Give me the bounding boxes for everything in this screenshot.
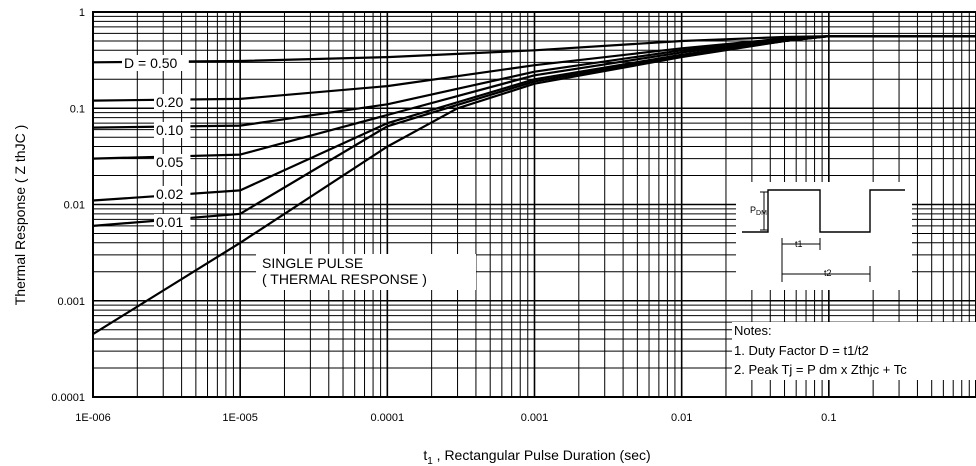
curve-label-bg [154,154,191,170]
x-axis-title: t1 , Rectangular Pulse Duration (sec) [423,447,650,466]
curve-label-bg [154,122,191,138]
y-axis-title: Thermal Response ( Z thJC ) [12,125,28,306]
notes-box: Notes: 1. Duty Factor D = t1/t2 2. Peak … [732,322,976,380]
pulse-waveform [742,189,905,233]
curve-label: 0.02 [156,186,183,202]
y-tick-label: 1 [79,7,85,19]
x-axis-title-main: t [423,447,427,463]
y-tick-label: 0.01 [64,200,85,212]
plot-series [92,35,976,336]
single-pulse-label: SINGLE PULSE [262,255,363,271]
curve-label: 0.10 [156,122,183,138]
t1-label: t1 [795,239,803,249]
curve-label-bg [122,55,189,71]
curve-label-bg [154,214,191,230]
y-tick-labels: 1 0.1 0.01 0.001 0.0001 [51,7,85,404]
pulse-diagram: PDM t1 t2 [736,182,912,290]
curve-single-pulse [92,35,976,336]
x-tick-label: 0.1 [821,412,836,424]
y-tick-label: 0.0001 [51,392,85,404]
x-tick-label: 0.01 [671,412,692,424]
x-tick-labels: 1E-006 1E-005 0.0001 0.001 0.01 0.1 [75,412,836,424]
curve-label: D = 0.50 [124,55,178,71]
x-axis-title-sub: 1 [427,456,433,466]
t2-label: t2 [824,268,832,278]
thermal-response-label: ( THERMAL RESPONSE ) [262,271,427,287]
plot-border [92,11,976,398]
curve-label-bg [154,186,191,202]
plot-frame [92,11,976,398]
curve-label: 0.01 [156,214,183,230]
curve-label: 0.05 [156,154,183,170]
notes-title: Notes: [734,323,772,338]
x-tick-label: 0.0001 [371,412,405,424]
single-pulse-annotation: SINGLE PULSE ( THERMAL RESPONSE ) [256,254,476,290]
note-peak-tj: 2. Peak Tj = P dm x Zthjc + Tc [734,362,907,377]
x-tick-label: 1E-005 [222,412,257,424]
y-tick-label: 0.1 [70,103,85,115]
x-tick-label: 1E-006 [75,412,110,424]
curve-labels: D = 0.50 0.20 0.10 0.05 0.02 0.01 [122,55,191,230]
x-tick-label: 0.001 [521,412,549,424]
x-axis-title-rest: , Rectangular Pulse Duration (sec) [433,447,651,463]
note-duty-factor: 1. Duty Factor D = t1/t2 [734,343,869,358]
y-tick-label: 0.001 [57,296,85,308]
curve-label-bg [154,94,191,110]
pdm-label: PDM [750,205,767,217]
curve-label: 0.20 [156,94,183,110]
